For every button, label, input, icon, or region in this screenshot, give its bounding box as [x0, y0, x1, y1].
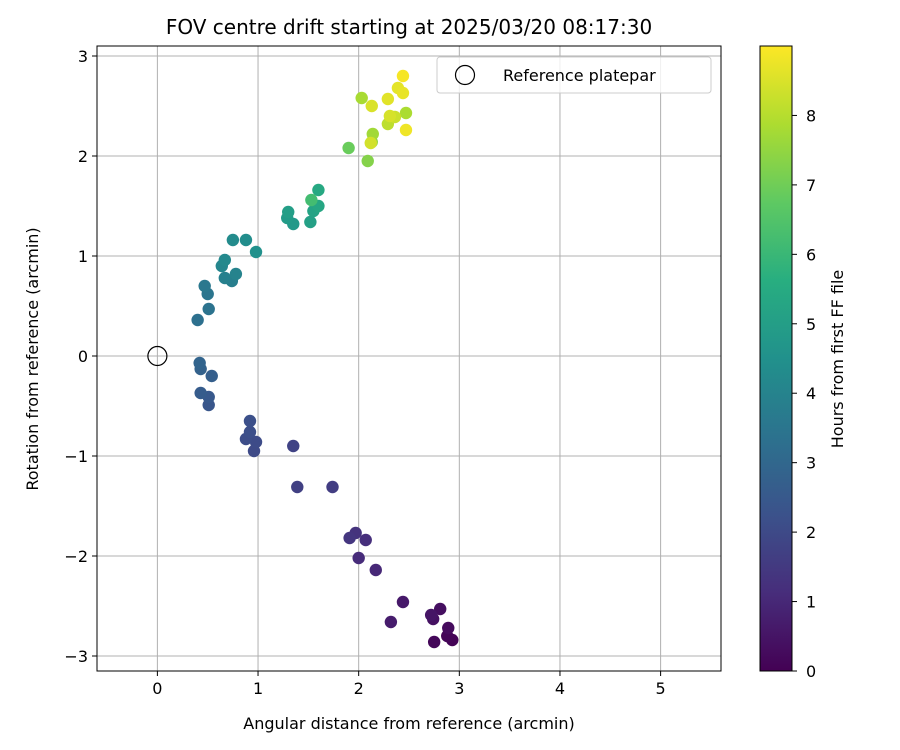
legend-marker-reference: [454, 64, 476, 86]
colorbar-label: Hours from first FF file: [828, 270, 847, 449]
scatter-point: [434, 602, 447, 616]
y-tick-label: −3: [64, 647, 88, 666]
scatter-point: [364, 136, 377, 150]
plot-area-frame: [96, 45, 722, 672]
scatter-point: [191, 313, 204, 327]
grid: [97, 46, 721, 671]
scatter-point: [359, 533, 372, 547]
scatter-point: [239, 233, 253, 247]
scatter-point: [365, 99, 378, 113]
y-axis-label: Rotation from reference (arcmin): [23, 227, 42, 490]
colorbar-tick-label: 3: [806, 454, 816, 473]
colorbar-tick-label: 5: [806, 315, 816, 334]
legend-label-reference: Reference platepar: [503, 66, 656, 85]
scatter-point: [381, 92, 395, 106]
colorbar-tick-label: 8: [806, 106, 816, 125]
x-tick-label: 5: [656, 679, 666, 698]
y-tick-label: 0: [78, 347, 88, 366]
y-tick-label: 1: [78, 247, 88, 266]
scatter-point: [305, 193, 318, 207]
scatter-point: [396, 595, 410, 609]
colorbar-tick-label: 7: [806, 176, 816, 195]
scatter-points: [191, 69, 459, 649]
colorbar-tick-label: 6: [806, 245, 816, 264]
x-tick-label: 1: [253, 679, 263, 698]
scatter-point: [249, 435, 263, 449]
scatter-point: [198, 279, 211, 293]
scatter-point: [369, 563, 382, 577]
colorbar-tick-label: 0: [806, 662, 816, 681]
y-tick-label: −1: [64, 447, 88, 466]
scatter-point: [291, 480, 304, 494]
colorbar-tick-label: 4: [806, 384, 816, 403]
x-tick-label: 4: [555, 679, 565, 698]
scatter-point: [312, 183, 325, 197]
scatter-point: [282, 205, 295, 219]
scatter-point: [243, 414, 257, 428]
scatter-point: [243, 425, 257, 439]
x-tick-label: 2: [354, 679, 364, 698]
scatter-point: [399, 123, 413, 137]
scatter-point: [355, 91, 368, 105]
legend-box: [436, 56, 712, 94]
y-axis-ticks: −3 −2 −1 0 1 2 3: [64, 47, 97, 666]
reference-platepar-marker: [147, 345, 168, 367]
scatter-point: [193, 356, 206, 370]
y-tick-label: 2: [78, 147, 88, 166]
x-axis-label: Angular distance from reference (arcmin): [243, 714, 574, 733]
chart-title: FOV centre drift starting at 2025/03/20 …: [166, 15, 652, 39]
x-tick-label: 3: [454, 679, 464, 698]
scatter-point: [343, 531, 356, 545]
scatter-point: [352, 551, 365, 565]
scatter-point: [396, 86, 410, 100]
scatter-point: [226, 233, 240, 247]
scatter-point: [442, 621, 455, 635]
x-axis-ticks: 0 1 2 3 4 5: [152, 671, 666, 698]
scatter-point: [427, 635, 441, 649]
scatter-point: [202, 302, 215, 316]
x-tick-label: 0: [152, 679, 162, 698]
scatter-point: [342, 141, 355, 155]
scatter-point: [205, 369, 218, 383]
y-tick-label: −2: [64, 547, 88, 566]
scatter-point: [326, 480, 339, 494]
colorbar-tick-label: 2: [806, 523, 816, 542]
scatter-point: [218, 253, 232, 267]
colorbar: [759, 45, 793, 672]
reference-marker-layer: [147, 345, 168, 367]
legend: Reference platepar: [436, 56, 712, 94]
scatter-point: [396, 69, 410, 83]
scatter-point: [384, 615, 398, 629]
scatter-point: [218, 271, 232, 285]
scatter-point: [399, 106, 413, 120]
colorbar-tick-label: 1: [806, 593, 816, 612]
scatter-point: [287, 439, 300, 453]
scatter-point: [249, 245, 263, 259]
scatter-point: [383, 109, 397, 123]
scatter-point: [194, 386, 207, 400]
scatter-point: [229, 267, 243, 281]
colorbar-ticks: 0 1 2 3 4 5 6 7 8: [792, 106, 816, 681]
y-tick-label: 3: [78, 47, 88, 66]
scatter-point: [304, 215, 317, 229]
scatter-point: [361, 154, 374, 168]
scatter-point: [424, 608, 438, 622]
